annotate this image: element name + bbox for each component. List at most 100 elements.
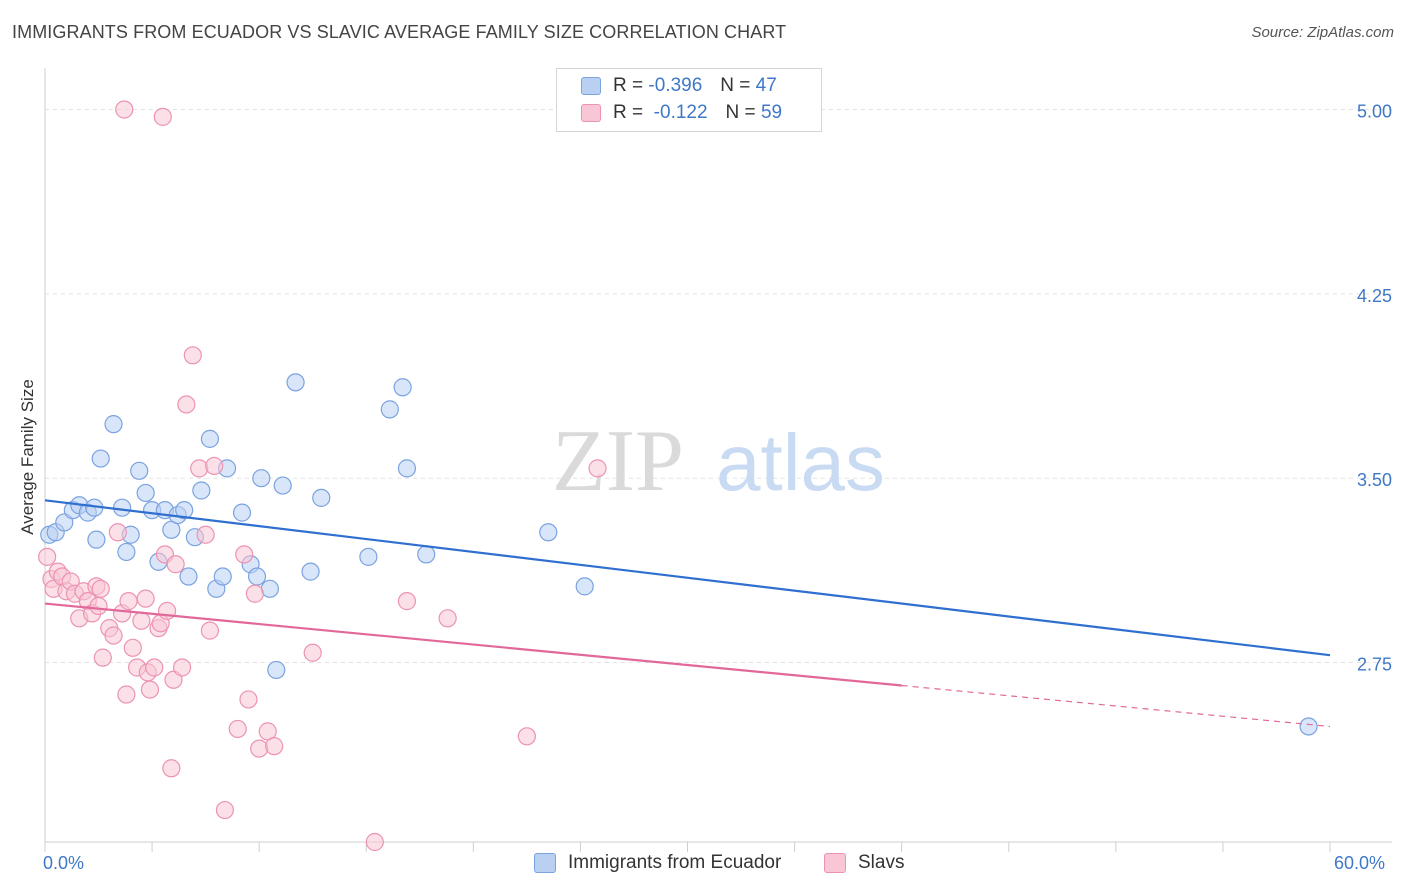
slavs-point (153, 107, 172, 126)
slavs-point (123, 638, 142, 657)
y-tick-label: 3.50 (1357, 470, 1392, 490)
slavs-point (132, 611, 151, 630)
slavs-point (250, 739, 269, 758)
slavs-point (588, 459, 607, 478)
ecuador-point (417, 545, 436, 564)
legend-r-value: -0.122 (653, 102, 708, 123)
ecuador-point (87, 530, 106, 549)
slavs-point (145, 658, 164, 677)
ecuador-point (539, 523, 558, 542)
slavs-point (38, 547, 57, 566)
slavs-point (166, 555, 185, 574)
pink-swatch (824, 853, 846, 873)
chart-title: IMMIGRANTS FROM ECUADOR VS SLAVIC AVERAG… (12, 22, 787, 42)
ecuador-point (359, 547, 378, 566)
pink-swatch (581, 104, 601, 122)
bottom-legend-pink: Slavs (824, 852, 904, 874)
blue-swatch (534, 853, 556, 873)
ecuador-point (117, 542, 136, 562)
ecuador-point (397, 459, 417, 478)
ecuador-point (136, 483, 155, 503)
slavs-point (117, 685, 136, 704)
ecuador-point (260, 579, 279, 598)
slavs-point (93, 648, 112, 667)
gridlines (45, 108, 1392, 664)
slavs-point (183, 346, 202, 365)
ecuador-point (91, 449, 110, 468)
slavs-trend-line (44, 602, 902, 687)
slavs-point (119, 592, 138, 611)
ecuador-point (179, 567, 198, 586)
slavs-point (108, 523, 127, 542)
ecuador-point (175, 501, 194, 520)
slavs-point (190, 459, 209, 478)
legend-r-label: R = (613, 102, 644, 123)
slavs-point (265, 737, 284, 756)
ecuador-point (252, 469, 271, 488)
legend-n-value: 59 (760, 102, 783, 123)
slavs-point (115, 100, 134, 119)
ecuador-point (312, 488, 331, 507)
source-label: Source: ZipAtlas.com (1251, 24, 1394, 41)
slavs-point (215, 800, 234, 820)
slavs-point (235, 545, 254, 564)
ecuador-point (247, 567, 267, 586)
y-tick-label: 5.00 (1357, 101, 1392, 121)
legend-r-label: R = (613, 75, 644, 96)
slavs-point (517, 727, 536, 746)
slavs-point (365, 832, 384, 852)
y-tick-label: 4.25 (1357, 286, 1392, 306)
slavs-point (196, 525, 215, 544)
slavs-point (245, 584, 264, 603)
ecuador-point (104, 415, 123, 434)
data-points (38, 100, 1318, 852)
ecuador-point (192, 481, 211, 500)
slavs-point (200, 621, 220, 640)
legend: R = -0.396 N = 47 R = -0.122 N = 59 (556, 68, 822, 132)
slavs-point (164, 670, 183, 689)
slavs-trend-extension (901, 684, 1331, 728)
ecuador-point (130, 461, 149, 480)
watermark-atlas: atlas (716, 418, 885, 507)
ecuador-point (575, 577, 594, 596)
slavs-point (438, 609, 457, 628)
ecuador-point (301, 562, 320, 581)
slavs-point (104, 626, 123, 645)
ecuador-point (232, 503, 252, 522)
x-tick-label-min: 0.0% (43, 853, 85, 873)
legend-n-value: 47 (755, 75, 777, 96)
x-tick-label-max: 60.0% (1334, 853, 1386, 873)
ecuador-point (112, 498, 132, 517)
bottom-legend-blue-label: Immigrants from Ecuador (568, 852, 782, 873)
blue-swatch (581, 77, 601, 95)
slavs-point (89, 596, 108, 616)
slavs-point (91, 579, 110, 598)
ecuador-point (380, 400, 399, 419)
watermark-zip: ZIP (552, 413, 684, 510)
legend-r-value: -0.396 (648, 75, 703, 96)
slavs-point (140, 680, 160, 699)
y-tick-label: 2.75 (1357, 655, 1392, 675)
bottom-legend-pink-label: Slavs (858, 852, 905, 873)
ecuador-point (213, 567, 232, 586)
ecuador-point (273, 476, 292, 495)
slavs-point (177, 395, 196, 414)
ecuador-trend-line (44, 499, 1331, 657)
ecuador-point (393, 378, 412, 397)
ecuador-point (286, 373, 305, 392)
bottom-legend-blue: Immigrants from Ecuador (534, 852, 781, 874)
slavs-point (239, 690, 258, 709)
legend-n-label: N = (725, 102, 756, 123)
slavs-point (228, 719, 247, 739)
ecuador-point (55, 513, 74, 532)
trend-lines (44, 499, 1331, 728)
y-axis-label: Average Family Size (18, 379, 37, 535)
slavs-point (205, 456, 224, 476)
ecuador-point (267, 660, 286, 680)
legend-n-label: N = (720, 75, 751, 96)
legend-row-pink: R = -0.122 N = 59 (581, 101, 782, 125)
y-tick-labels: 2.75 3.50 4.25 5.00 (1357, 101, 1392, 674)
slavs-point (162, 759, 181, 778)
slavs-point (136, 589, 155, 608)
